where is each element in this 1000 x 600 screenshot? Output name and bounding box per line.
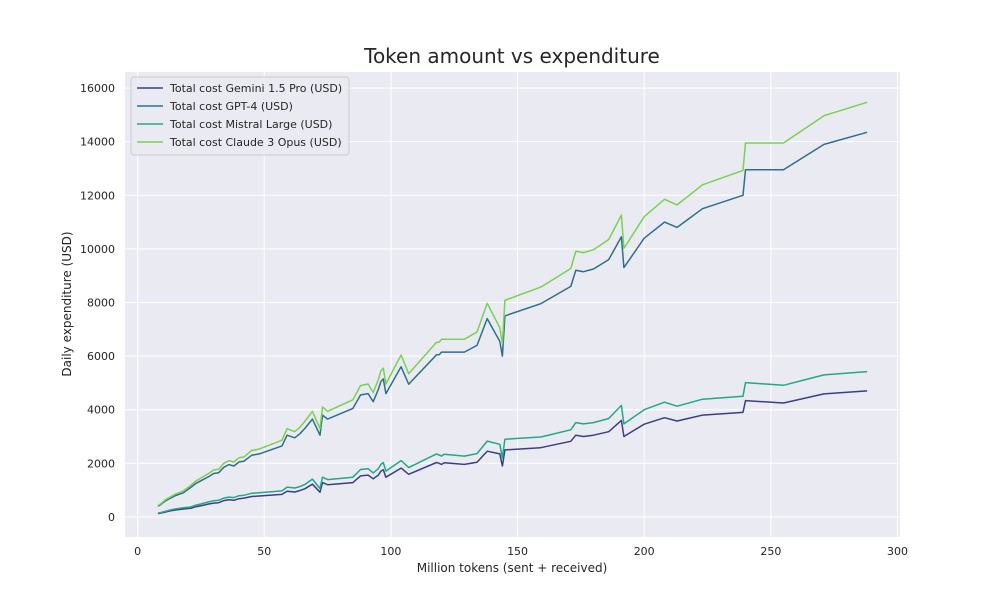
series-line-claude <box>157 101 868 507</box>
x-tick-label: 100 <box>380 545 401 558</box>
x-axis-label: Million tokens (sent + received) <box>417 561 608 575</box>
legend-label-mistral: Total cost Mistral Large (USD) <box>169 118 332 131</box>
x-tick-label: 0 <box>134 545 141 558</box>
x-tick-label: 50 <box>257 545 271 558</box>
legend-label-claude: Total cost Claude 3 Opus (USD) <box>169 136 342 149</box>
y-tick-label: 0 <box>108 511 115 524</box>
legend: Total cost Gemini 1.5 Pro (USD) Total co… <box>130 76 350 156</box>
y-tick-label: 10000 <box>80 243 115 256</box>
y-tick-labels: 0 2000 4000 6000 8000 10000 12000 14000 16000 <box>80 82 115 524</box>
legend-label-gemini: Total cost Gemini 1.5 Pro (USD) <box>169 82 342 95</box>
y-tick-label: 4000 <box>87 404 115 417</box>
y-tick-label: 14000 <box>80 136 115 149</box>
series-line-gpt4 <box>157 131 868 507</box>
y-tick-label: 6000 <box>87 350 115 363</box>
x-tick-label: 250 <box>760 545 781 558</box>
x-tick-label: 300 <box>887 545 908 558</box>
y-tick-label: 8000 <box>87 296 115 309</box>
legend-label-gpt4: Total cost GPT-4 (USD) <box>169 100 293 113</box>
series-lines <box>157 101 868 515</box>
x-tick-labels: 0 50 100 150 200 250 300 <box>134 545 908 558</box>
y-tick-label: 2000 <box>87 457 115 470</box>
y-axis-label: Daily expenditure (USD) <box>60 231 74 376</box>
series-line-mistral <box>157 370 868 514</box>
chart-title: Token amount vs expenditure <box>363 44 660 68</box>
legend-box <box>130 76 350 156</box>
y-tick-label: 16000 <box>80 82 115 95</box>
series-line-gemini <box>157 390 868 515</box>
y-tick-label: 12000 <box>80 189 115 202</box>
x-tick-label: 200 <box>634 545 655 558</box>
x-tick-label: 150 <box>507 545 528 558</box>
